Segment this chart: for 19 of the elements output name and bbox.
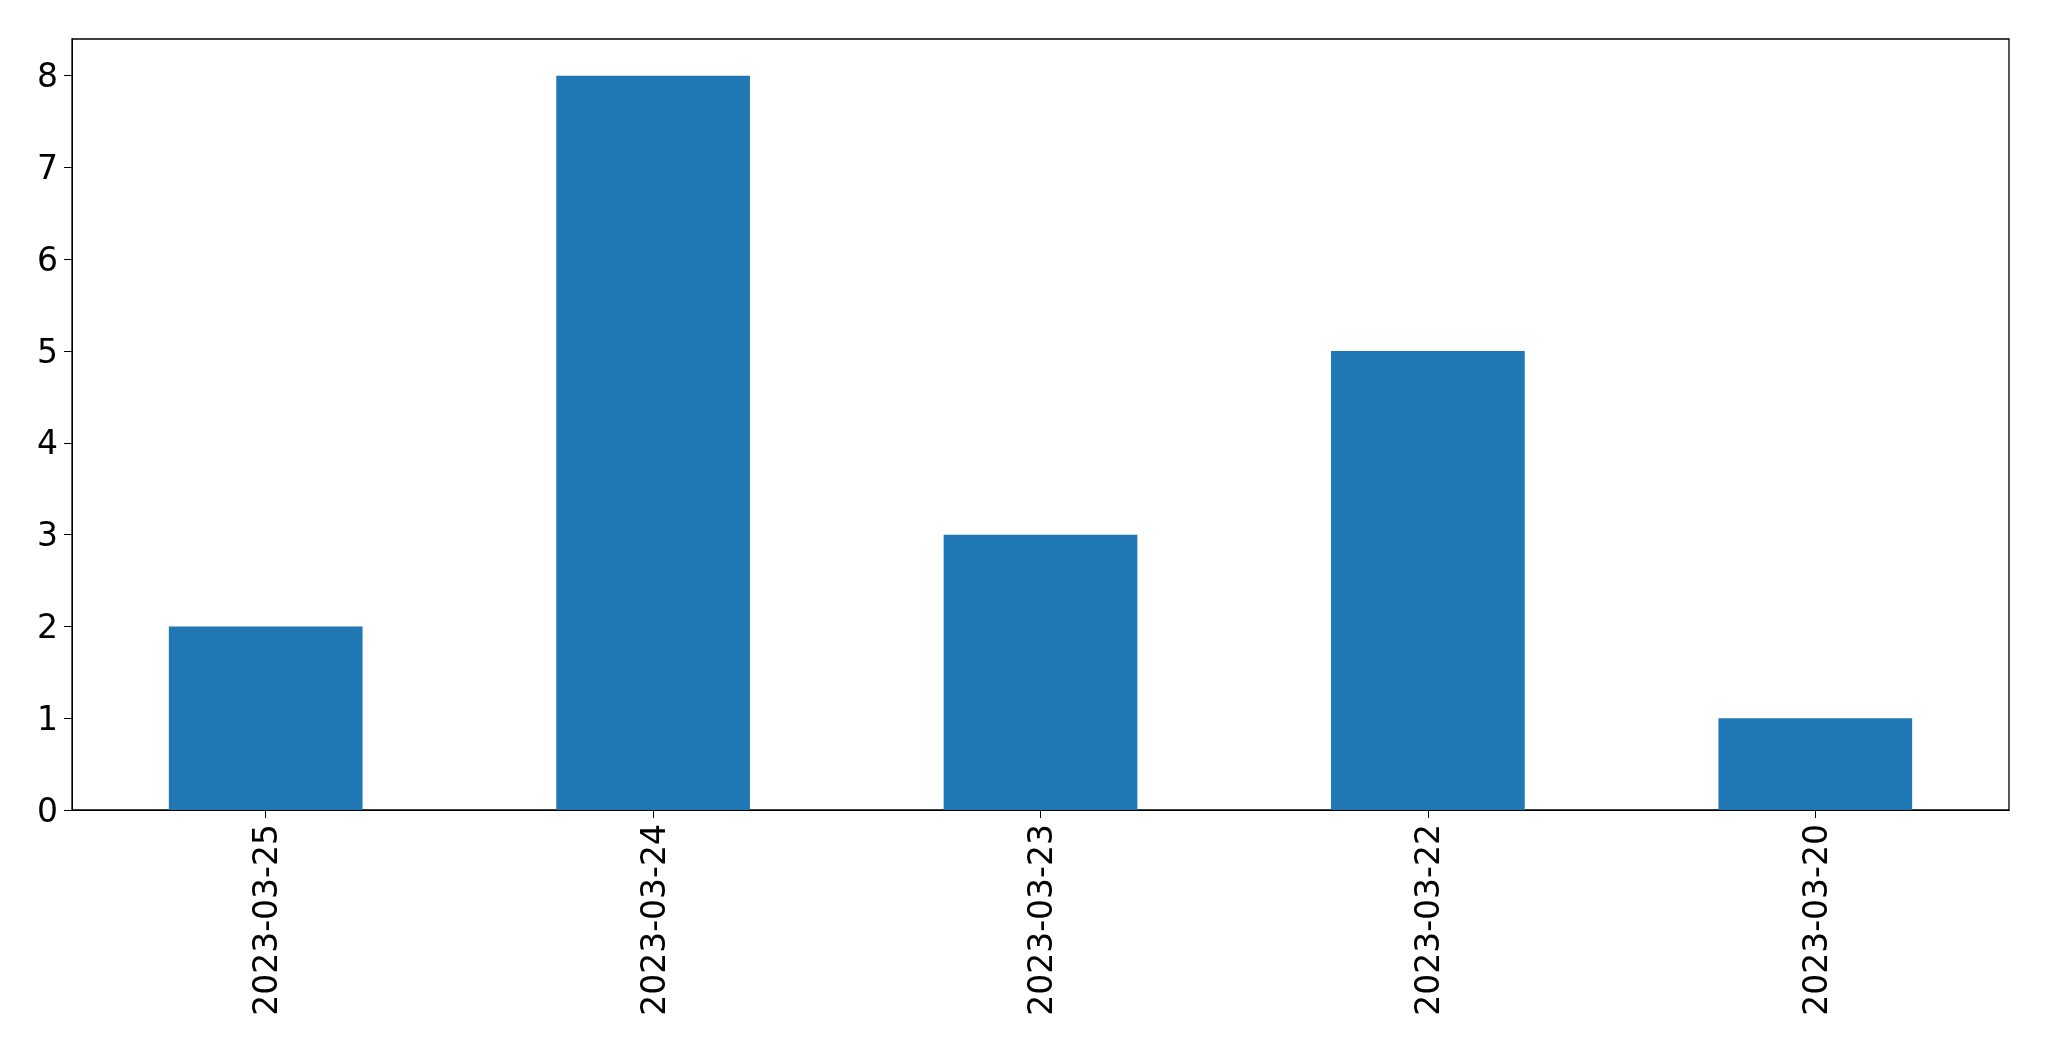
y-tick-label: 8 (37, 56, 58, 96)
x-tick-label: 2023-03-20 (1795, 824, 1835, 1016)
y-tick-label: 4 (37, 423, 58, 463)
y-tick-label: 0 (37, 790, 58, 830)
y-tick-label: 6 (37, 239, 58, 279)
bar (943, 534, 1138, 810)
y-tick-label: 2 (37, 606, 58, 646)
x-tick-label: 2023-03-24 (633, 824, 673, 1016)
bar (556, 75, 750, 810)
bar (1331, 351, 1525, 810)
bar (168, 626, 363, 810)
y-tick-label: 7 (37, 148, 58, 187)
x-tick-label: 2023-03-23 (1021, 824, 1060, 1016)
x-tick-label: 2023-03-25 (246, 824, 286, 1016)
y-tick-label: 1 (37, 698, 58, 738)
y-tick-label: 3 (37, 515, 58, 555)
bar (1718, 718, 1913, 810)
x-tick-label: 2023-03-22 (1408, 824, 1448, 1016)
y-tick-label: 5 (37, 331, 58, 371)
